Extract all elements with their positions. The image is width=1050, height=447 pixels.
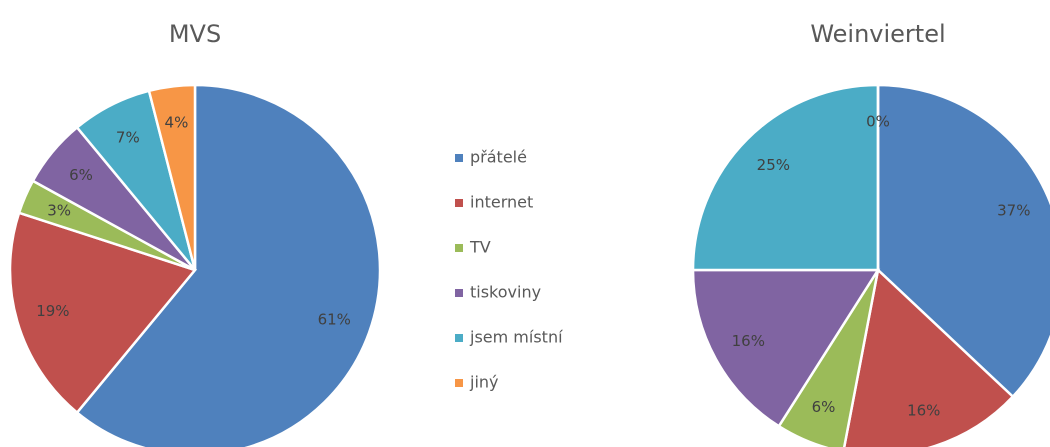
- legend-swatch: [455, 379, 463, 387]
- data-label: 37%: [997, 202, 1030, 220]
- data-label: 6%: [812, 398, 836, 416]
- legend-label: jsem místní: [469, 328, 563, 347]
- legend-swatch: [455, 154, 463, 162]
- data-label: 61%: [318, 311, 351, 329]
- pie-slice: [876, 83, 1050, 399]
- data-label: 19%: [36, 302, 69, 320]
- data-label: 7%: [116, 129, 140, 147]
- data-label: 16%: [907, 401, 940, 419]
- data-label: 6%: [69, 166, 93, 184]
- pie-slice: [691, 83, 880, 272]
- legend-label: tiskoviny: [470, 283, 541, 302]
- pie-slice: [842, 267, 1015, 447]
- pie-slice: [691, 268, 881, 428]
- chart-title: MVS: [169, 20, 221, 48]
- legend-label: internet: [470, 193, 533, 212]
- chart-title: Weinviertel: [810, 20, 945, 48]
- legend-label: TV: [469, 238, 491, 257]
- pie-slice: [147, 83, 197, 271]
- data-label: 25%: [757, 156, 790, 174]
- data-label: 3%: [47, 202, 71, 220]
- legend-swatch: [455, 334, 463, 342]
- legend-label: přátelé: [470, 148, 527, 167]
- pie-slice: [8, 211, 198, 415]
- legend-swatch: [455, 289, 463, 297]
- data-label: 0%: [866, 113, 890, 131]
- legend-swatch: [455, 199, 463, 207]
- legend-label: jiný: [469, 373, 499, 392]
- pie-slice: [75, 83, 382, 447]
- legend-swatch: [455, 244, 463, 252]
- data-label: 16%: [732, 332, 765, 350]
- data-label: 4%: [165, 114, 189, 132]
